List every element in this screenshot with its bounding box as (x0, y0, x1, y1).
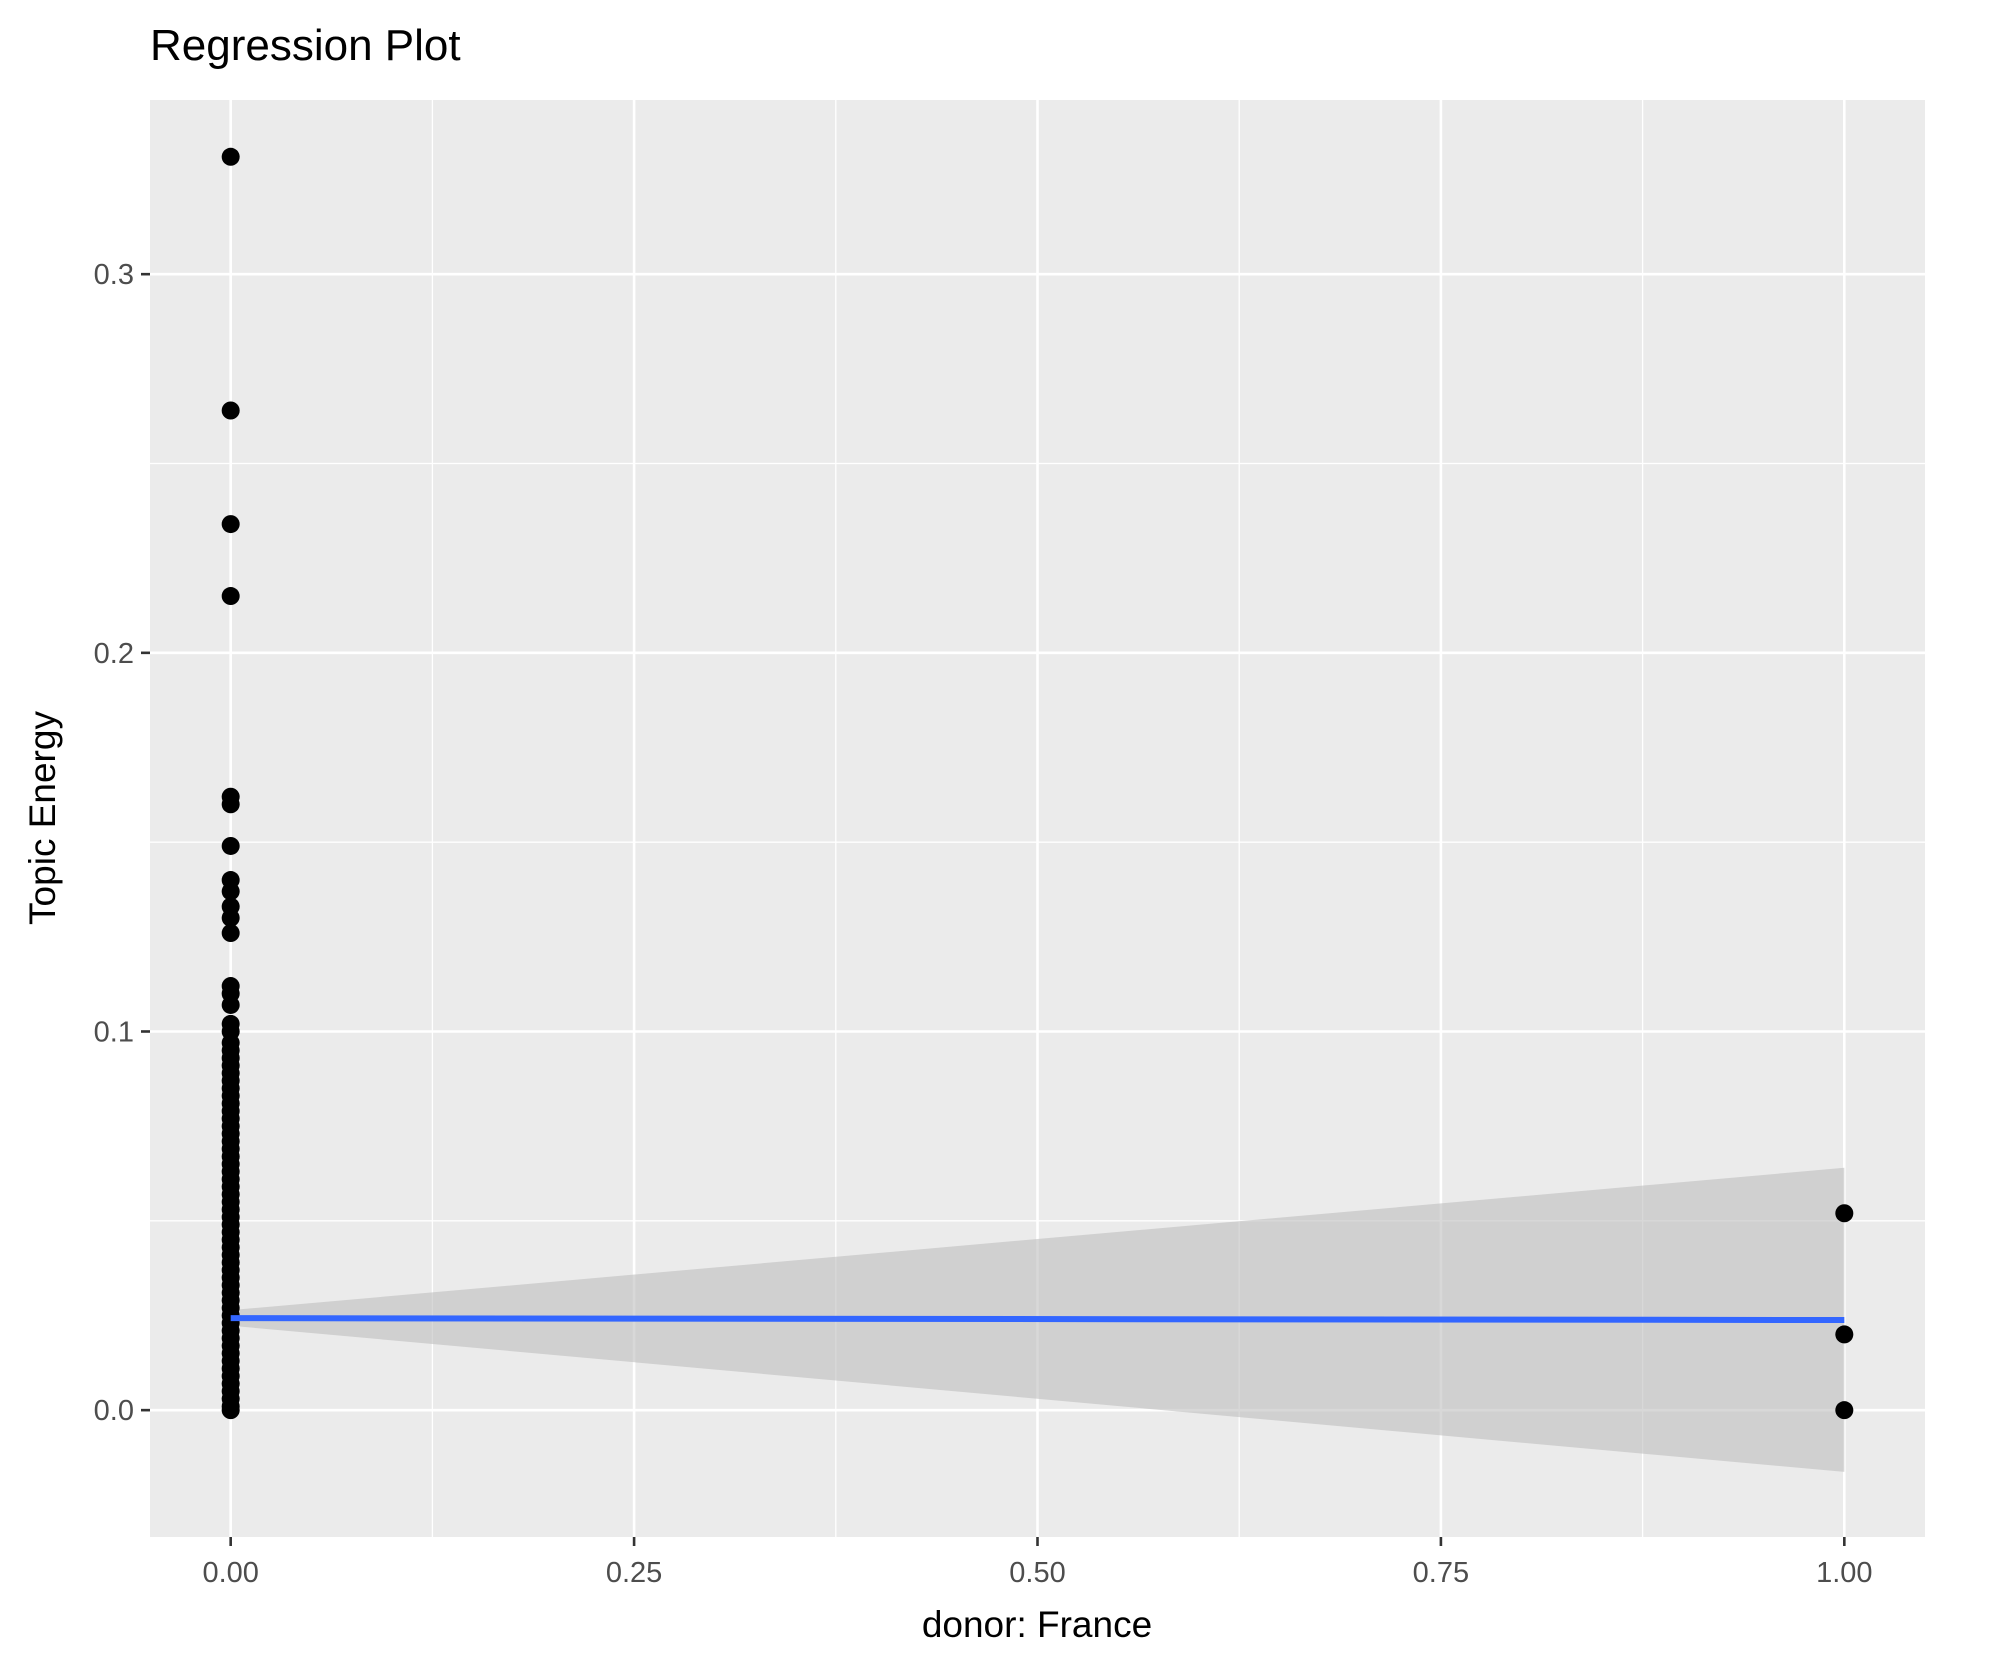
data-point (221, 908, 240, 927)
data-point (221, 1401, 240, 1420)
data-point (221, 795, 240, 814)
y-tick-label: 0.1 (94, 1016, 134, 1048)
data-point (1835, 1204, 1854, 1223)
y-tick-label: 0.3 (94, 259, 134, 291)
y-axis: 0.0 0.1 0.2 0.3 (94, 259, 150, 1427)
data-point (221, 401, 240, 420)
y-tick-label: 0.2 (94, 638, 134, 670)
data-point (1835, 1325, 1854, 1344)
data-point (221, 924, 240, 943)
x-axis: 0.00 0.25 0.50 0.75 1.00 (202, 1537, 1873, 1589)
data-point (221, 515, 240, 534)
x-tick-label: 0.25 (606, 1557, 662, 1589)
regression-line (230, 1315, 1845, 1324)
data-point (221, 995, 240, 1014)
x-axis-title: donor: France (922, 1604, 1152, 1645)
points-layer (221, 147, 1854, 1420)
data-point (221, 587, 240, 606)
y-tick-label: 0.0 (94, 1395, 134, 1427)
regression-line-layer (230, 1315, 1845, 1324)
data-point (221, 147, 240, 166)
x-tick-label: 1.00 (1816, 1557, 1872, 1589)
chart-title: Regression Plot (150, 21, 461, 70)
data-point (221, 836, 240, 855)
x-tick-label: 0.00 (202, 1557, 258, 1589)
x-tick-label: 0.50 (1009, 1557, 1065, 1589)
x-tick-label: 0.75 (1413, 1557, 1469, 1589)
y-axis-title: Topic Energy (22, 711, 63, 925)
data-point (221, 882, 240, 901)
data-point (1835, 1401, 1854, 1420)
